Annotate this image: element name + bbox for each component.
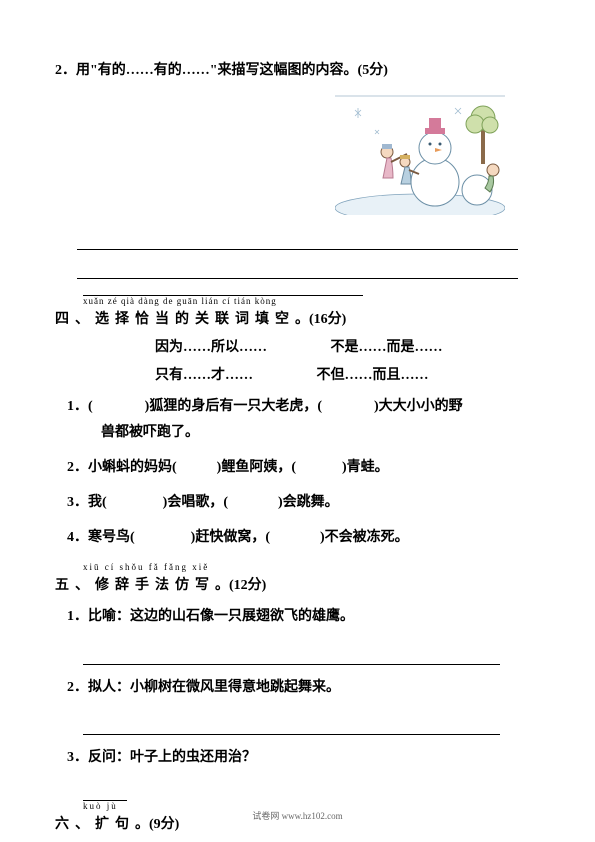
s4-options-row1: 因为……所以…… 不是……而是…… [155,336,540,356]
s4-item1: 1．( )狐狸的身后有一只大老虎，( )大大小小的野 兽都被吓跑了。 [67,394,540,444]
worksheet-page: 2．用"有的……有的……"来描写这幅图的内容。(5分) [0,0,595,842]
s5-item2: 2．拟人：小柳树在微风里得意地跳起舞来。 [67,675,540,700]
s5-pinyin: xiū cí shǒu fǎ fǎng xiě [83,562,540,572]
answer-line-1 [77,225,518,250]
s4-opt2: 不是……而是…… [331,336,443,356]
answer-line-2 [77,254,518,279]
s4-i1d: 兽都被吓跑了。 [101,425,199,440]
s4-title: 四、选择恰当的关联词填空。(16分) [55,308,540,328]
s4-i1b: )狐狸的身后有一只大老虎，( [145,399,322,414]
s4-options-row2: 只有……才…… 不但……而且…… [155,364,540,384]
s4-opt4: 不但……而且…… [317,364,429,384]
s5-item3: 3．反问：叶子上的虫还用治？ [67,745,540,770]
s4-opt1: 因为……所以…… [155,336,267,356]
s4-title-cn: 四、选择恰当的关联词填空 [55,312,295,327]
s4-i1a: 1．( [67,399,93,414]
s4-opt3: 只有……才…… [155,364,253,384]
q2-prompt: 2．用"有的……有的……"来描写这幅图的内容。(5分) [55,60,540,82]
s5-line2 [83,710,500,735]
s4-i4c: )不会被冻死。 [320,530,409,545]
s5-title-pts: 。(12分) [215,578,266,593]
s5-item1: 1．比喻：这边的山石像一只展翅欲飞的雄鹰。 [67,604,540,629]
snowman-svg [335,90,505,215]
s4-i3c: )会跳舞。 [278,495,339,510]
s5-title-cn: 五、修辞手法仿写 [55,578,215,593]
s4-item3: 3．我( )会唱歌，( )会跳舞。 [67,490,540,515]
s4-i3b: )会唱歌，( [163,495,228,510]
s5-line1 [83,640,500,665]
s4-i2c: )青蛙。 [342,460,389,475]
rule-above-pinyin-6 [83,780,127,801]
s4-i2a: 2．小蝌蚪的妈妈( [67,460,177,475]
s4-i3a: 3．我( [67,495,107,510]
s4-i1c: )大大小小的野 [374,399,463,414]
s4-i4b: )赶快做窝，( [191,530,270,545]
s4-pinyin: xuǎn zé qià dàng de guān lián cí tián kò… [83,296,540,306]
s4-i4a: 4．寒号鸟( [67,530,135,545]
s4-title-pts: 。(16分) [295,312,346,327]
snowman-illustration [335,90,505,215]
page-footer: 试卷网 www.hz102.com [0,809,595,822]
s4-item2: 2．小蝌蚪的妈妈( )鲤鱼阿姨，( )青蛙。 [67,455,540,480]
s4-i2b: )鲤鱼阿姨，( [217,460,296,475]
s4-item4: 4．寒号鸟( )赶快做窝，( )不会被冻死。 [67,525,540,550]
s5-title: 五、修辞手法仿写。(12分) [55,574,540,594]
